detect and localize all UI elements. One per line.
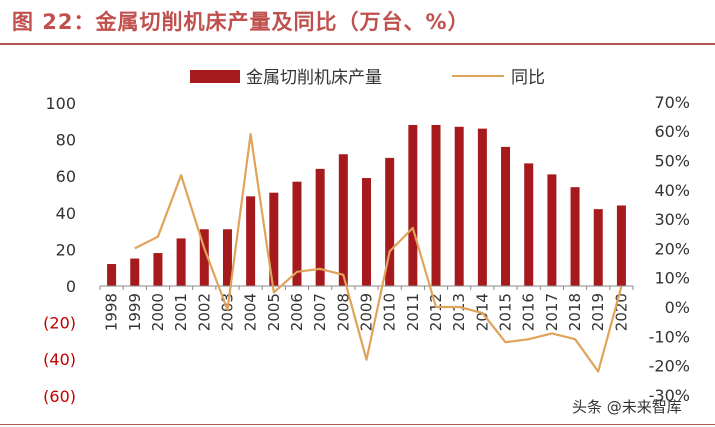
- right-tick-label: 10%: [654, 269, 690, 288]
- bar-2012: [431, 124, 441, 287]
- title-divider: [0, 43, 715, 45]
- x-tick-label: 2012: [427, 293, 445, 331]
- right-axis: 70% 60% 50% 40% 30% 20% 10% 0% -10% -20% -30%: [649, 93, 690, 405]
- bar-2013: [454, 126, 464, 286]
- yoy-line: [134, 133, 623, 373]
- x-tick-label: 2013: [450, 293, 468, 331]
- x-tick-label: 2001: [172, 293, 190, 331]
- right-tick-label: 60%: [654, 122, 690, 141]
- x-tick-label: 1999: [126, 293, 144, 331]
- x-tick-label: 2011: [404, 293, 422, 331]
- bar-2015: [501, 146, 511, 286]
- left-axis: 100 80 60 40 20 0 (20) (40) (60): [43, 94, 76, 406]
- left-tick-label: (20): [43, 314, 76, 333]
- x-tick-label: 2002: [195, 293, 213, 331]
- right-tick-label: -10%: [649, 327, 690, 346]
- left-tick-label: 60: [56, 167, 76, 186]
- x-tick-label: 2006: [288, 293, 306, 331]
- right-tick-label: 20%: [654, 239, 690, 258]
- bar-2006: [292, 181, 302, 286]
- legend-swatch-bar: [190, 70, 240, 83]
- x-tick-label: 2016: [520, 293, 538, 331]
- right-tick-label: -20%: [649, 357, 690, 376]
- bar-2004: [246, 196, 256, 286]
- x-axis-labels: 1998 1999 2000 2001 2002 2003 2004 2005 2006 2007…: [103, 293, 631, 331]
- bar-1999: [130, 258, 140, 286]
- x-axis: [99, 285, 634, 290]
- x-tick-label: 2003: [218, 293, 236, 331]
- bar-2002: [199, 229, 209, 286]
- bar-2020: [616, 205, 626, 286]
- legend-label-line: 同比: [511, 68, 545, 88]
- left-tick-label: (60): [43, 387, 76, 406]
- bar-2018: [570, 187, 580, 286]
- left-tick-label: (40): [43, 350, 76, 369]
- bar-1998: [107, 264, 117, 286]
- left-tick-label: 40: [56, 204, 76, 223]
- x-tick-label: 2019: [589, 293, 607, 331]
- legend-label-bar: 金属切削机床产量: [246, 68, 382, 88]
- right-tick-label: 40%: [654, 181, 690, 200]
- bar-2009: [362, 178, 371, 286]
- left-tick-label: 80: [56, 131, 76, 150]
- bar-2011: [408, 124, 418, 287]
- chart-legend: 金属切削机床产量 同比: [190, 68, 545, 88]
- x-tick-label: 2018: [566, 293, 584, 331]
- bar-2007: [315, 168, 325, 286]
- right-tick-label: 50%: [654, 152, 690, 171]
- x-tick-label: 2004: [242, 293, 260, 331]
- bar-2003: [222, 229, 232, 286]
- bar-2017: [547, 174, 557, 286]
- bottom-divider: [0, 424, 715, 425]
- bar-2005: [269, 192, 279, 286]
- bar-2000: [153, 253, 163, 286]
- left-tick-label: 20: [56, 240, 76, 259]
- bar-2014: [477, 128, 487, 286]
- right-tick-label: -30%: [649, 386, 690, 405]
- watermark: 头条 @未来智库: [572, 398, 682, 416]
- bar-2008: [338, 154, 348, 286]
- left-tick-label: 100: [45, 94, 76, 113]
- line-series: [134, 133, 623, 373]
- bar-2001: [176, 238, 186, 286]
- x-tick-label: 2010: [381, 293, 399, 331]
- x-tick-label: 2017: [543, 293, 561, 331]
- bar-2016: [524, 163, 534, 286]
- x-tick-label: 2000: [149, 293, 167, 331]
- x-tick-label: 2015: [497, 293, 515, 331]
- right-tick-label: 30%: [654, 210, 690, 229]
- bar-series: [107, 124, 626, 287]
- x-tick-label: 2009: [358, 293, 376, 331]
- left-tick-label: 0: [66, 277, 76, 296]
- right-tick-label: 0%: [665, 298, 690, 317]
- x-tick-label: 1998: [103, 293, 121, 331]
- right-tick-label: 70%: [654, 93, 690, 112]
- figure-title: 图 22：金属切削机床产量及同比（万台、%）: [12, 10, 470, 34]
- bar-2010: [385, 157, 395, 286]
- x-tick-label: 2007: [311, 293, 329, 331]
- bar-2019: [593, 209, 603, 286]
- x-tick-label: 2005: [265, 293, 283, 331]
- x-tick-label: 2008: [334, 293, 352, 331]
